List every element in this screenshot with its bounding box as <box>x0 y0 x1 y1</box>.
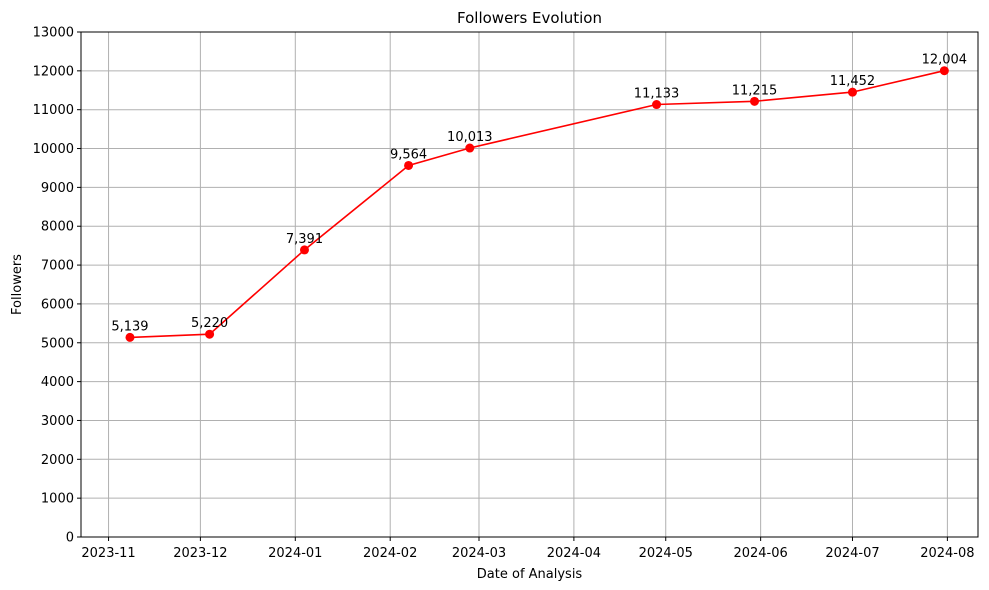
y-tick-label: 4000 <box>41 375 74 390</box>
series-line <box>129 69 945 339</box>
y-tick-label: 0 <box>66 531 74 546</box>
y-axis-ticks: 0 1000 2000 3000 4000 5000 6000 7000 8000 9000 100… <box>33 26 81 546</box>
data-label: 11,133 <box>634 87 680 102</box>
x-tick-label: 2024-08 <box>920 546 974 561</box>
y-tick-label: 1000 <box>41 492 74 507</box>
y-tick-label: 13000 <box>33 26 74 41</box>
x-tick-label: 2023-12 <box>173 546 227 561</box>
data-label: 5,220 <box>191 316 228 331</box>
x-axis-title: Date of Analysis <box>477 567 583 582</box>
data-point <box>847 87 857 97</box>
data-point <box>465 143 475 153</box>
data-point <box>939 66 949 76</box>
data-label: 11,452 <box>830 74 876 89</box>
data-point <box>299 245 309 255</box>
x-tick-label: 2024-03 <box>452 546 506 561</box>
data-label: 9,564 <box>390 147 427 162</box>
y-tick-label: 11000 <box>33 103 74 118</box>
x-tick-label: 2023-11 <box>81 546 135 561</box>
y-tick-label: 12000 <box>33 64 74 79</box>
x-tick-label: 2024-01 <box>268 546 322 561</box>
y-tick-label: 8000 <box>41 220 74 235</box>
y-tick-label: 3000 <box>41 414 74 429</box>
data-label: 5,139 <box>111 319 148 334</box>
data-point <box>652 100 662 110</box>
y-axis-title: Followers <box>10 254 25 315</box>
chart-title: Followers Evolution <box>457 9 602 27</box>
series-layer <box>125 66 949 342</box>
grid <box>81 31 978 538</box>
y-tick-label: 9000 <box>41 181 74 196</box>
x-tick-label: 2024-06 <box>733 546 787 561</box>
data-point <box>125 332 135 342</box>
data-labels: 5,139 5,220 7,391 9,564 10,013 11,133 11,215 11… <box>111 53 967 335</box>
data-label: 10,013 <box>447 130 493 145</box>
data-label: 11,215 <box>732 83 778 98</box>
x-tick-label: 2024-04 <box>547 546 601 561</box>
x-tick-label: 2024-02 <box>363 546 417 561</box>
y-tick-label: 10000 <box>33 142 74 157</box>
x-tick-label: 2024-05 <box>639 546 693 561</box>
x-tick-label: 2024-07 <box>825 546 879 561</box>
y-tick-label: 7000 <box>41 259 74 274</box>
data-label: 7,391 <box>286 232 323 247</box>
data-point <box>205 329 215 339</box>
y-tick-label: 6000 <box>41 297 74 312</box>
y-tick-label: 2000 <box>41 453 74 468</box>
data-label: 12,004 <box>922 53 968 68</box>
data-point <box>750 96 760 106</box>
plot-area-frame <box>80 31 979 538</box>
y-tick-label: 5000 <box>41 336 74 351</box>
x-axis-ticks: 2023-11 2023-12 2024-01 2024-02 2024-03 2024-… <box>81 537 975 561</box>
data-point <box>404 160 414 170</box>
